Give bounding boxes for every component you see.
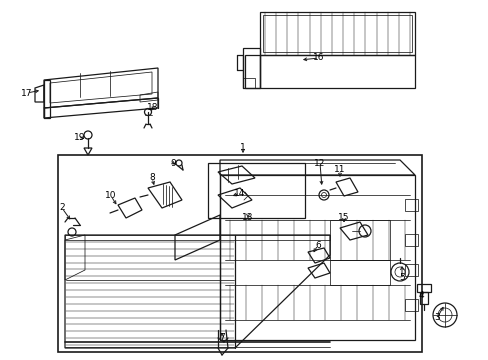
Text: 9: 9 xyxy=(170,158,176,167)
Text: 6: 6 xyxy=(314,240,320,249)
Bar xyxy=(416,284,430,292)
Text: 12: 12 xyxy=(314,158,325,167)
Text: 4: 4 xyxy=(417,291,423,300)
Bar xyxy=(419,292,427,304)
Bar xyxy=(58,155,421,352)
Text: 16: 16 xyxy=(313,54,324,63)
Text: 5: 5 xyxy=(398,274,404,283)
Text: 14: 14 xyxy=(234,189,245,198)
Text: 1: 1 xyxy=(240,144,245,153)
Text: 10: 10 xyxy=(105,192,117,201)
Text: 17: 17 xyxy=(21,89,33,98)
Text: 3: 3 xyxy=(433,314,439,323)
Text: 11: 11 xyxy=(334,166,345,175)
Text: 7: 7 xyxy=(219,333,224,342)
Text: 8: 8 xyxy=(149,174,155,183)
Text: 18: 18 xyxy=(147,104,159,112)
Text: 2: 2 xyxy=(59,203,65,212)
Bar xyxy=(207,163,305,218)
Text: 19: 19 xyxy=(74,134,85,143)
Text: 15: 15 xyxy=(338,213,349,222)
Text: 13: 13 xyxy=(242,212,253,221)
